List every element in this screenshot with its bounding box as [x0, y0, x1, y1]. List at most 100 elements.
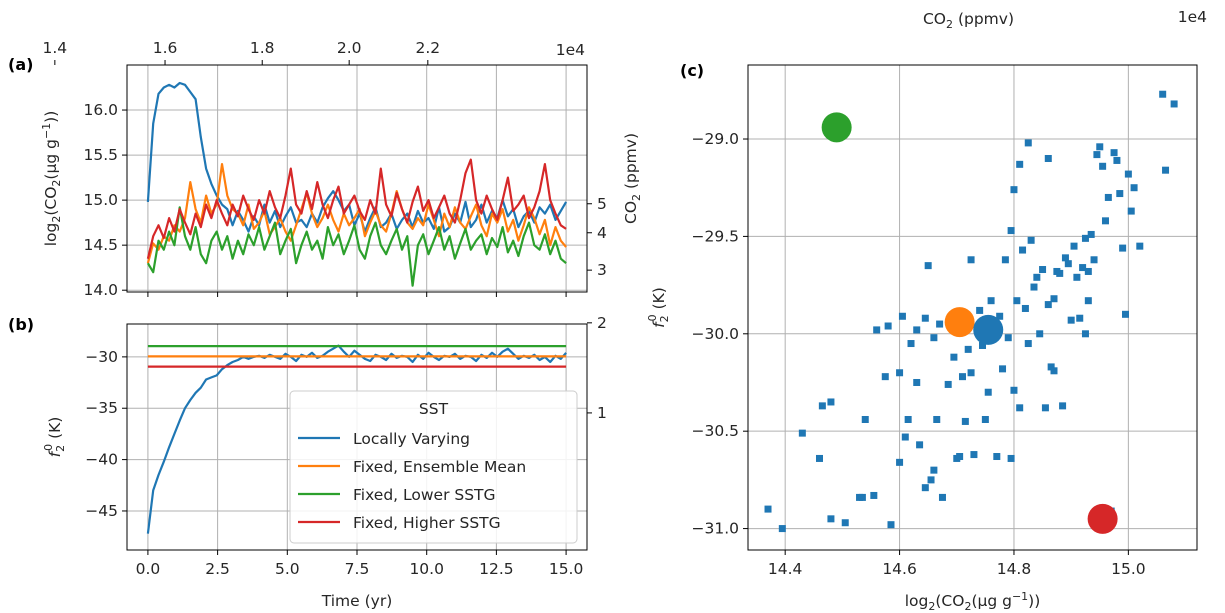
x-tick-label: 15.0	[1111, 560, 1146, 578]
scatter-point	[921, 314, 929, 322]
scatter-point	[979, 341, 987, 349]
series-line	[146, 163, 567, 264]
scatter-point	[1087, 230, 1095, 238]
scatter-point	[1024, 340, 1032, 348]
scatter-point	[907, 340, 915, 348]
scatter-point	[964, 345, 972, 353]
y-tick-label: 16.0	[83, 101, 118, 119]
x-axis-label: log2(CO2(μg g−1))	[905, 590, 1041, 613]
scatter-point	[1170, 100, 1178, 108]
right-y-tick-label: 1	[597, 404, 607, 422]
scatter-point	[921, 484, 929, 492]
scatter-point	[815, 454, 823, 462]
y-tick-label: 15.0	[83, 191, 118, 209]
scatter-point	[1076, 314, 1084, 322]
scatter-point	[1162, 166, 1170, 174]
scatter-point	[1110, 149, 1118, 157]
scatter-point	[1067, 316, 1075, 324]
x-axis-label: Time (yr)	[321, 592, 393, 610]
scatter-point	[1079, 264, 1087, 272]
right-axis-label: CO2 (ppmv)	[622, 133, 643, 224]
y-tick-label: 14.5	[83, 236, 118, 254]
scatter-point	[1030, 283, 1038, 291]
scatter-point	[1021, 304, 1029, 312]
scatter-point	[1013, 297, 1021, 305]
scatter-point	[1081, 330, 1089, 338]
scatter-point	[981, 415, 989, 423]
legend-entry-label: Fixed, Ensemble Mean	[353, 458, 526, 476]
y-tick-label: −31.0	[692, 520, 740, 538]
scatter-point	[996, 312, 1004, 320]
y-tick-label: −45	[85, 502, 118, 520]
scatter-point	[1016, 160, 1024, 168]
large-marker	[821, 112, 852, 143]
scatter-point	[1033, 273, 1041, 281]
scatter-point	[913, 326, 921, 334]
scatter-point	[1127, 207, 1135, 215]
scatter-point	[1019, 246, 1027, 254]
scatter-point	[1090, 256, 1098, 264]
right-y-tick-label: 3	[597, 261, 607, 279]
scatter-point	[924, 262, 932, 270]
scatter-point	[1064, 260, 1072, 268]
right-y-tick-label: 2	[597, 314, 607, 332]
scatter-point	[841, 519, 849, 527]
scatter-point	[944, 380, 952, 388]
scatter-point	[1044, 154, 1052, 162]
large-marker	[973, 314, 1004, 345]
scatter-point	[938, 493, 946, 501]
legend-entry-label: Fixed, Lower SSTG	[353, 486, 496, 504]
x-tick-label: 2.5	[205, 560, 230, 578]
scatter-point	[1124, 170, 1132, 178]
scatter-point	[887, 521, 895, 529]
top-x-tick-label: 1.6	[153, 39, 178, 57]
scatter-point	[1122, 310, 1130, 318]
scatter-point	[987, 297, 995, 305]
x-tick-label: 14.4	[768, 560, 803, 578]
scatter-point	[798, 429, 806, 437]
legend-entry-label: Locally Varying	[353, 430, 470, 448]
right-axis-scale-note: 1e4	[556, 41, 585, 59]
scatter-point	[870, 491, 878, 499]
scatter-point	[970, 451, 978, 459]
panel-c-scatter: 14.4 14.6 14.8 15.0−29.0−29.5−30.0−30.5−31.…	[43, 8, 1207, 613]
top-x-tick-label: 1.8	[250, 39, 275, 57]
scatter-point	[881, 373, 889, 381]
top-axis-scale-note: 1e4	[1178, 8, 1207, 26]
scatter-point	[936, 320, 944, 328]
scatter-point	[778, 525, 786, 533]
y-axis-label: f20 (K)	[42, 417, 67, 458]
legend-entry-label: Fixed, Higher SSTG	[353, 514, 501, 532]
scatter-point	[1004, 334, 1012, 342]
scatter-point	[827, 398, 835, 406]
scatter-point	[1007, 227, 1015, 235]
scatter-point	[958, 373, 966, 381]
y-axis-label: log2(CO2(μg g−1))	[40, 111, 63, 247]
scatter-point	[984, 388, 992, 396]
scatter-point	[1050, 295, 1058, 303]
series-line	[146, 206, 567, 287]
scatter-point	[950, 353, 958, 361]
legend-title: SST	[419, 400, 449, 418]
scatter-point	[858, 493, 866, 501]
scatter-point	[1073, 273, 1081, 281]
series-line	[146, 158, 567, 259]
scatter-point	[1036, 330, 1044, 338]
scatter-point	[1010, 386, 1018, 394]
right-y-tick-label: 5	[597, 195, 607, 213]
scatter-point	[1016, 404, 1024, 412]
scatter-point	[993, 453, 1001, 461]
scatter-point	[967, 369, 975, 377]
scatter-point	[764, 505, 772, 513]
scatter-point	[873, 326, 881, 334]
x-tick-label: 12.5	[479, 560, 514, 578]
scatter-point	[1070, 242, 1078, 250]
scatter-point	[1047, 363, 1055, 371]
scatter-point	[927, 476, 935, 484]
scatter-point	[1084, 267, 1092, 275]
scatter-point	[901, 433, 909, 441]
scatter-point	[1136, 242, 1144, 250]
scatter-point	[1104, 193, 1112, 201]
axes-frame	[747, 64, 1198, 551]
